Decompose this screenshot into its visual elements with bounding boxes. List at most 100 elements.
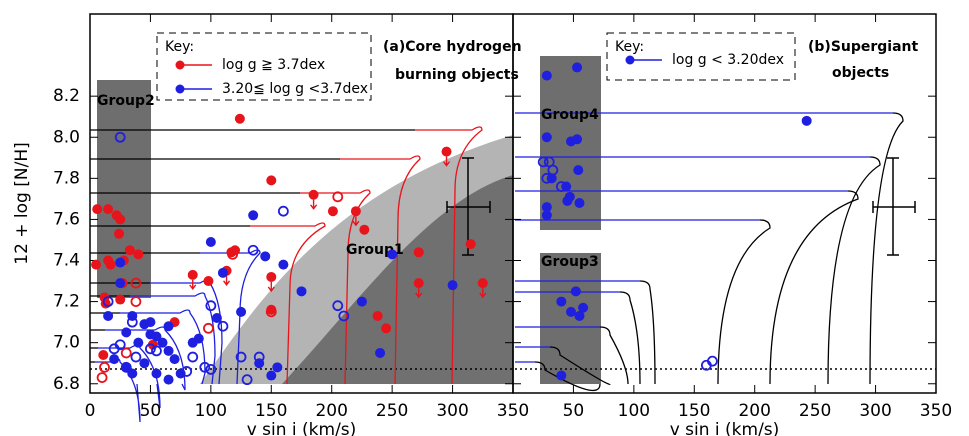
annotation: Group2	[97, 93, 155, 109]
point-open	[277, 205, 289, 217]
x-tick-label: 250	[799, 401, 831, 421]
point	[103, 310, 114, 321]
track	[639, 280, 656, 385]
plot-frame	[512, 13, 937, 394]
point	[203, 276, 214, 287]
point	[115, 214, 126, 225]
point	[124, 245, 135, 256]
x-tick-label: 100	[195, 401, 227, 421]
y-tick-label: 7.6	[53, 209, 80, 229]
point	[91, 259, 102, 270]
point	[92, 204, 103, 215]
point	[121, 362, 132, 373]
point	[441, 146, 452, 157]
point	[574, 310, 585, 321]
point	[573, 165, 584, 176]
point	[327, 206, 338, 217]
point	[387, 249, 398, 260]
x-tick-label: 200	[315, 401, 347, 421]
point-open	[181, 366, 193, 377]
point	[115, 294, 126, 305]
point-open	[247, 244, 259, 256]
legend-title: Key:	[615, 39, 644, 55]
point	[109, 354, 120, 365]
track	[619, 291, 641, 385]
point-open	[120, 361, 132, 373]
legend-label: log g ≧ 3.7dex	[222, 57, 325, 73]
point	[381, 323, 392, 334]
point	[556, 296, 567, 307]
y-tick-label: 6.8	[53, 374, 80, 394]
x-tick-label: 150	[678, 401, 710, 421]
point	[187, 269, 198, 280]
x-axis-label: v sin i (km/s)	[247, 420, 357, 436]
track	[300, 189, 371, 385]
point	[234, 113, 245, 124]
point	[105, 259, 116, 270]
point	[103, 204, 114, 215]
point-open	[235, 351, 247, 363]
point-open	[205, 363, 217, 375]
y-tick-label: 7.2	[53, 292, 80, 312]
point-open	[332, 191, 344, 203]
point	[578, 302, 589, 313]
point-open	[145, 343, 156, 355]
point	[175, 368, 186, 379]
point	[375, 347, 386, 358]
point	[211, 313, 222, 324]
point	[308, 189, 319, 200]
limit-arrow	[442, 156, 451, 167]
legend-marker	[625, 55, 635, 65]
point	[266, 271, 277, 282]
point	[541, 202, 552, 213]
x-tick-label: 350	[920, 401, 952, 421]
track	[869, 112, 904, 385]
legend-title: Key:	[165, 39, 194, 55]
point	[272, 362, 283, 373]
y-tick-label: 8.2	[53, 86, 80, 106]
point	[114, 228, 125, 239]
x-tick-label: 300	[436, 401, 468, 421]
point	[566, 306, 577, 317]
point	[157, 337, 168, 348]
point-open	[253, 351, 265, 363]
track	[827, 156, 881, 385]
track	[534, 361, 601, 392]
point	[278, 259, 289, 270]
point-open	[227, 248, 239, 260]
point-open	[217, 320, 229, 332]
point	[163, 374, 174, 385]
point	[115, 257, 126, 268]
point-open	[126, 316, 138, 328]
point	[574, 197, 585, 208]
legend-label: 3.20≦ log g <3.7dex	[222, 81, 368, 97]
point	[163, 321, 174, 332]
point-open	[99, 361, 110, 373]
point-open	[102, 296, 114, 307]
y-tick-label: 8.0	[53, 127, 80, 147]
track	[599, 326, 629, 385]
point	[372, 310, 383, 321]
point	[570, 286, 581, 297]
key-box	[606, 32, 796, 81]
limit-arrow	[223, 275, 231, 286]
y-axis-label: 12 + log [N/H]	[12, 142, 32, 265]
y-tick-label: 7.4	[53, 251, 80, 271]
x-tick-label: 250	[376, 401, 408, 421]
point	[541, 70, 552, 81]
point-open	[332, 300, 344, 312]
point	[350, 206, 361, 217]
point	[248, 210, 259, 221]
x-tick-label: 0	[85, 401, 96, 421]
point-open	[205, 300, 217, 312]
point	[359, 224, 370, 235]
point-open	[187, 351, 199, 363]
point	[572, 134, 583, 145]
track	[415, 126, 483, 385]
point-open	[108, 343, 120, 355]
error-bar	[446, 157, 916, 256]
point	[133, 337, 144, 348]
annotation: (a)Core hydrogen	[383, 39, 522, 55]
x-tick-label: 200	[738, 401, 770, 421]
point-open	[130, 277, 142, 289]
